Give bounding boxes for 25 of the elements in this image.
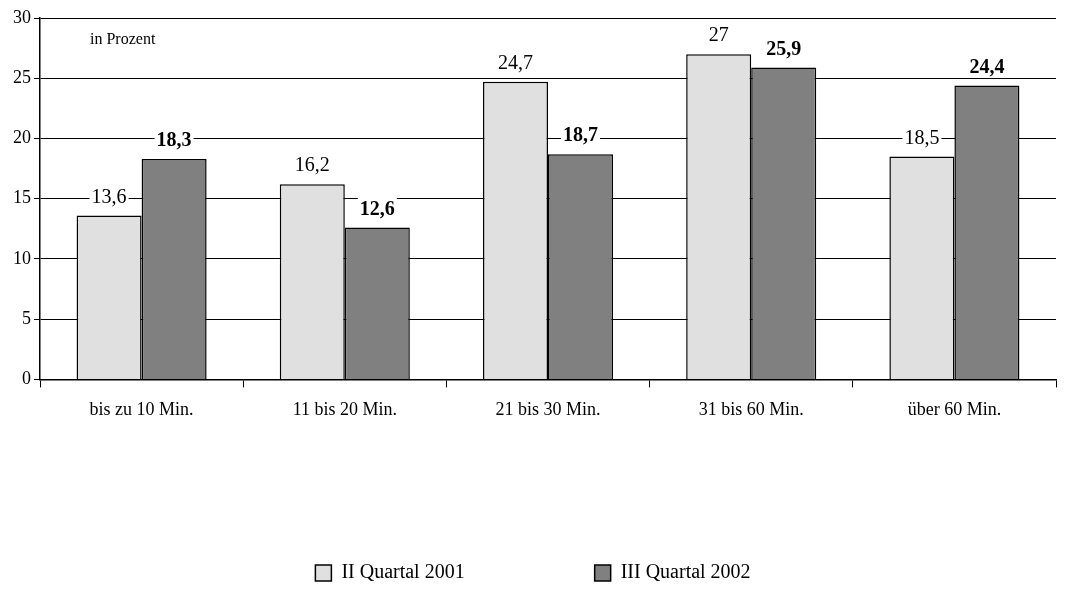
y-tick-label: 20 (13, 127, 31, 148)
data-label: 18,5 (904, 125, 940, 148)
y-tick-label: 30 (13, 6, 31, 27)
data-label: 18,7 (563, 123, 599, 146)
data-label: 16,2 (294, 153, 330, 176)
data-label: 27 (708, 23, 729, 46)
y-tick-label: 0 (22, 368, 31, 389)
y-tick-label: 15 (13, 187, 31, 208)
annotation: in Prozent (90, 30, 156, 48)
y-tick-label: 25 (13, 66, 31, 87)
x-tick-label: 31 bis 60 Min. (698, 398, 804, 419)
data-label: 18,3 (156, 128, 192, 151)
x-tick-label: 11 bis 20 Min. (292, 398, 397, 419)
data-label: 12,6 (359, 196, 395, 219)
y-tick-label: 5 (22, 307, 31, 328)
data-label: 24,4 (969, 54, 1005, 77)
data-label: 13,6 (91, 184, 127, 207)
x-tick-label: bis zu 10 Min. (89, 398, 194, 419)
legend-label: II Quartal 2001 (341, 560, 465, 583)
legend-label: III Quartal 2002 (620, 560, 751, 583)
x-tick-label: 21 bis 30 Min. (495, 398, 601, 419)
data-label: 25,9 (766, 36, 802, 59)
y-tick-label: 10 (13, 247, 31, 268)
x-tick-label: über 60 Min. (907, 398, 1002, 419)
data-label: 24,7 (497, 51, 533, 74)
